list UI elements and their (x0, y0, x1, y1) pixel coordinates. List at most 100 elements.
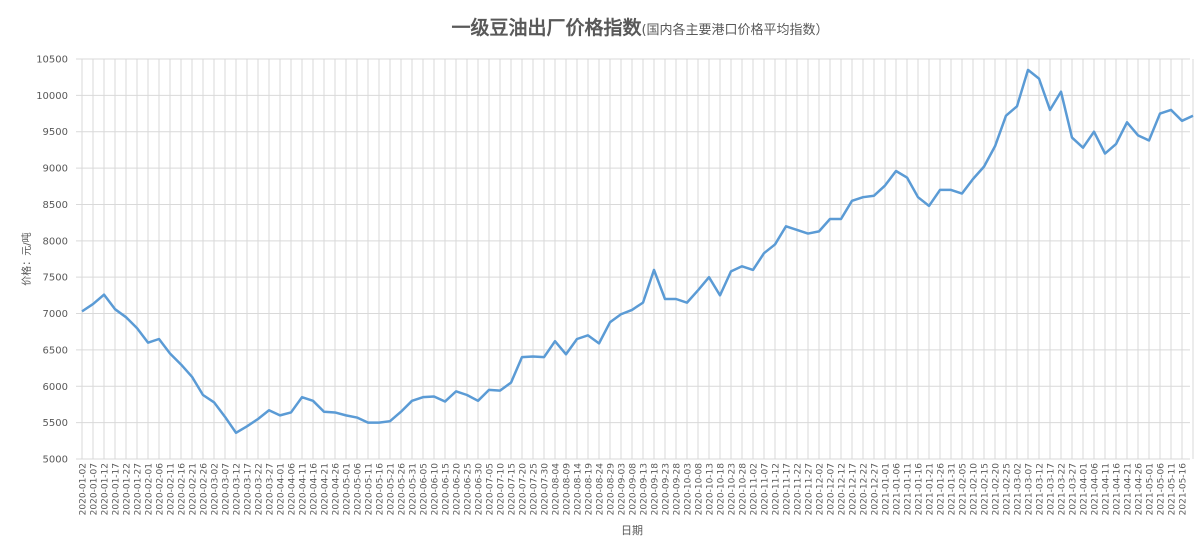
x-tick-label: 2020-11-17 (783, 463, 793, 515)
x-tick-label: 2020-08-04 (552, 463, 562, 516)
x-tick-label: 2020-04-26 (332, 463, 342, 516)
x-tick-label: 2020-04-16 (310, 463, 320, 516)
x-tick-label: 2021-04-11 (1102, 463, 1112, 515)
x-tick-label: 2021-03-17 (1047, 463, 1057, 515)
x-tick-label: 2020-11-02 (750, 463, 760, 515)
title: 一级豆油出厂价格指数 (451, 16, 642, 39)
x-tick-label: 2020-09-18 (651, 463, 661, 516)
x-tick-label: 2020-05-26 (398, 463, 408, 516)
x-tick-label: 2021-04-21 (1124, 463, 1134, 515)
y-tick-label: 8500 (43, 200, 68, 211)
x-tick-label: 2021-03-07 (1025, 463, 1035, 515)
x-tick-label: 2021-02-10 (970, 463, 980, 516)
x-tick-label: 2020-05-11 (365, 463, 375, 515)
x-tick-label: 2020-01-22 (123, 463, 133, 515)
x-tick-label: 2020-07-05 (486, 463, 496, 515)
y-tick-label: 6000 (43, 382, 68, 393)
x-tick-label: 2021-01-01 (882, 463, 892, 515)
x-tick-label: 2020-12-07 (827, 463, 837, 515)
x-tick-label: 2020-10-08 (695, 463, 705, 516)
x-tick-label: 2021-02-15 (981, 463, 991, 515)
y-tick-label: 7500 (43, 273, 68, 284)
x-tick-label: 2021-03-12 (1036, 463, 1046, 515)
x-tick-label: 2020-12-02 (816, 463, 826, 515)
x-tick-label: 2020-07-20 (519, 463, 529, 516)
x-tick-label: 2020-11-22 (794, 463, 804, 515)
x-tick-label: 2020-09-03 (618, 463, 628, 515)
x-tick-label: 2020-03-12 (233, 463, 243, 515)
x-tick-label: 2020-08-24 (596, 463, 606, 516)
x-tick-label: 2021-01-21 (926, 463, 936, 515)
x-tick-label: 2020-01-02 (79, 463, 89, 515)
x-tick-label: 2020-06-25 (464, 463, 474, 515)
x-tick-label: 2021-04-26 (1135, 463, 1145, 516)
x-tick-label: 2020-04-01 (277, 463, 287, 515)
y-tick-label: 5500 (43, 418, 68, 429)
x-tick-label: 2020-07-30 (541, 463, 551, 516)
x-tick-label: 2020-03-07 (222, 463, 232, 515)
x-tick-label: 2021-05-16 (1179, 463, 1189, 516)
x-tick-label: 2020-12-27 (871, 463, 881, 515)
x-tick-label: 2020-08-09 (563, 463, 573, 516)
x-tick-label: 2021-03-22 (1058, 463, 1068, 515)
x-tick-label: 2021-04-01 (1080, 463, 1090, 515)
x-tick-label: 2020-01-12 (101, 463, 111, 515)
x-tick-label: 2020-05-16 (376, 463, 386, 516)
x-tick-label: 2021-05-01 (1146, 463, 1156, 515)
subtitle: (国内各主要港口价格平均指数） (641, 22, 828, 38)
y-tick-label: 10000 (36, 91, 68, 102)
x-tick-label: 2020-10-23 (728, 463, 738, 515)
line-series (81, 68, 1194, 435)
x-tick-label: 2021-02-25 (1003, 463, 1013, 515)
y-tick-label: 5000 (43, 455, 68, 466)
x-tick-label: 2020-06-20 (453, 463, 463, 516)
x-tick-label: 2020-10-18 (717, 463, 727, 516)
y-tick-label: 9500 (43, 127, 68, 138)
x-tick-label: 2021-04-16 (1113, 463, 1123, 516)
x-tick-label: 2020-09-28 (673, 463, 683, 516)
x-tick-label: 2020-09-13 (640, 463, 650, 515)
x-tick-label: 2021-02-20 (992, 463, 1002, 516)
x-tick-label: 2020-04-06 (288, 463, 298, 516)
x-tick-label: 2020-02-21 (189, 463, 199, 515)
x-tick-label: 2021-01-26 (937, 463, 947, 516)
x-tick-label: 2020-01-27 (134, 463, 144, 515)
x-tick-label: 2021-03-02 (1014, 463, 1024, 515)
x-tick-label: 2020-07-15 (508, 463, 518, 515)
x-tick-label: 2020-05-06 (354, 463, 364, 516)
x-tick-label: 2020-01-17 (112, 463, 122, 515)
x-tick-label: 2020-02-16 (178, 463, 188, 516)
x-tick-label: 2021-01-16 (915, 463, 925, 516)
x-tick-label: 2020-06-15 (442, 463, 452, 515)
x-tick-label: 2020-05-21 (387, 463, 397, 515)
x-tick-label: 2020-02-26 (200, 463, 210, 516)
x-tick-label: 2021-02-05 (959, 463, 969, 515)
x-tick-label: 2021-05-11 (1168, 463, 1178, 515)
x-tick-label: 2020-10-03 (684, 463, 694, 515)
x-tick-label: 2021-03-27 (1069, 463, 1079, 515)
y-tick-label: 9000 (43, 164, 68, 175)
x-tick-label: 2020-11-07 (761, 463, 771, 515)
x-tick-label: 2020-09-23 (662, 463, 672, 515)
x-tick-label: 2020-03-22 (255, 463, 265, 515)
x-tick-label: 2020-12-22 (860, 463, 870, 515)
y-tick-label: 10500 (36, 55, 68, 66)
x-tick-label: 2020-05-01 (343, 463, 353, 515)
x-tick-label: 2020-11-27 (805, 463, 815, 515)
x-tick-label: 2021-05-06 (1157, 463, 1167, 516)
x-tick-label: 2021-01-06 (893, 463, 903, 516)
x-tick-label: 2020-07-25 (530, 463, 540, 515)
x-tick-label: 2020-03-02 (211, 463, 221, 515)
x-tick-label: 2020-12-17 (849, 463, 859, 515)
x-tick-label: 2020-09-08 (629, 463, 639, 516)
x-tick-label: 2020-08-19 (585, 463, 595, 516)
x-tick-label: 2020-02-06 (156, 463, 166, 516)
y-tick-label: 6500 (43, 345, 68, 356)
x-tick-label: 2020-02-01 (145, 463, 155, 515)
x-tick-label: 2020-10-28 (739, 463, 749, 516)
x-tick-label: 2020-01-07 (90, 463, 100, 515)
x-tick-label: 2020-04-21 (321, 463, 331, 515)
x-tick-label: 2020-10-13 (706, 463, 716, 515)
x-tick-label: 2020-08-14 (574, 463, 584, 516)
